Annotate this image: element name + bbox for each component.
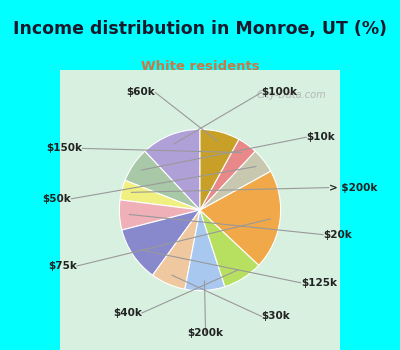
Text: $125k: $125k — [301, 278, 337, 288]
Wedge shape — [200, 210, 259, 287]
Text: $10k: $10k — [306, 132, 335, 142]
Wedge shape — [125, 151, 200, 210]
Wedge shape — [200, 130, 239, 210]
Text: > $200k: > $200k — [329, 183, 377, 193]
Text: $40k: $40k — [113, 308, 142, 318]
Text: $50k: $50k — [42, 194, 71, 204]
Wedge shape — [200, 139, 255, 210]
Text: $60k: $60k — [126, 88, 155, 97]
Text: $20k: $20k — [323, 230, 352, 240]
Text: White residents: White residents — [141, 60, 259, 74]
Wedge shape — [200, 171, 281, 265]
Text: Income distribution in Monroe, UT (%): Income distribution in Monroe, UT (%) — [13, 20, 387, 38]
Wedge shape — [185, 210, 225, 290]
Wedge shape — [153, 210, 200, 289]
Wedge shape — [120, 180, 200, 210]
Text: $30k: $30k — [262, 312, 290, 321]
Wedge shape — [200, 151, 271, 210]
Wedge shape — [122, 210, 200, 275]
Wedge shape — [145, 130, 200, 210]
Wedge shape — [119, 200, 200, 230]
Text: $100k: $100k — [262, 88, 298, 97]
Text: $150k: $150k — [46, 144, 82, 153]
Text: City-Data.com: City-Data.com — [256, 90, 326, 100]
Text: $75k: $75k — [48, 261, 77, 271]
Text: $200k: $200k — [188, 328, 224, 338]
